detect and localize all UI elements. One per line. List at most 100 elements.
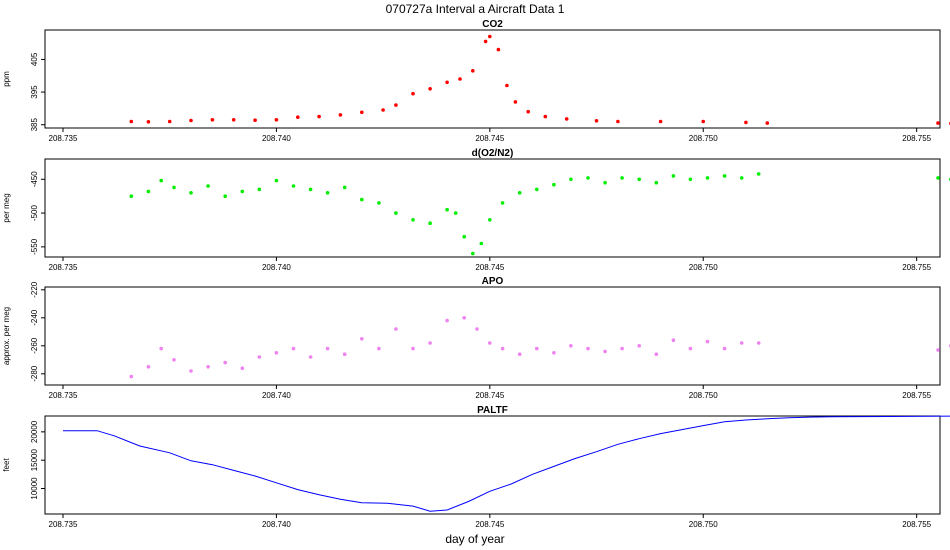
data-point-o2n2-22 [471, 251, 475, 256]
data-point-o2n2-40 [756, 172, 761, 176]
y-tick-label-o2n2-2: -550 [30, 238, 39, 255]
data-point-co2-8 [296, 115, 300, 119]
x-tick-label-apo-4: 208.755 [902, 391, 931, 400]
y-axis-label-paltf: feet [2, 458, 11, 472]
data-point-apo-31 [637, 344, 641, 348]
series-line-paltf [63, 415, 950, 512]
x-tick-label-o2n2-1: 208.740 [262, 263, 291, 272]
data-point-o2n2-21 [462, 234, 467, 239]
data-point-o2n2-24 [488, 218, 492, 222]
data-point-apo-24 [517, 352, 522, 357]
x-axis-label: day of year [445, 532, 504, 546]
x-tick-label-paltf-2: 208.745 [475, 520, 504, 529]
data-point-o2n2-30 [586, 176, 590, 180]
x-tick-label-apo-1: 208.740 [262, 391, 291, 400]
panel-title-co2: CO2 [482, 19, 503, 30]
data-point-co2-24 [526, 109, 530, 114]
data-point-o2n2-26 [517, 191, 522, 195]
data-point-o2n2-18 [428, 221, 432, 225]
x-tick-label-o2n2-0: 208.735 [49, 263, 78, 272]
data-point-co2-15 [428, 87, 432, 91]
data-point-co2-33 [936, 121, 940, 125]
data-point-apo-1 [146, 365, 151, 369]
data-point-o2n2-32 [620, 176, 624, 180]
y-tick-label-o2n2-1: -500 [30, 205, 39, 222]
data-point-co2-5 [231, 118, 236, 122]
data-point-o2n2-4 [189, 191, 193, 195]
data-point-apo-39 [936, 348, 940, 352]
data-point-o2n2-38 [722, 174, 727, 178]
data-point-co2-27 [594, 119, 599, 123]
data-point-apo-28 [586, 346, 590, 351]
data-point-o2n2-7 [240, 189, 245, 194]
data-point-apo-0 [129, 374, 134, 379]
data-point-co2-22 [505, 83, 509, 88]
data-point-apo-25 [535, 346, 539, 351]
data-point-o2n2-12 [325, 191, 330, 195]
data-point-o2n2-1 [146, 189, 151, 194]
data-point-o2n2-29 [569, 177, 573, 182]
y-axis-label-apo: approx. per meg [2, 307, 11, 365]
data-point-o2n2-27 [535, 187, 539, 192]
x-tick-label-o2n2-4: 208.755 [902, 263, 931, 272]
data-point-apo-37 [739, 341, 744, 345]
y-axis-label-o2n2: per meg [2, 193, 11, 222]
data-point-o2n2-23 [479, 241, 484, 246]
data-point-o2n2-39 [739, 176, 744, 180]
data-point-co2-10 [338, 113, 343, 117]
y-tick-label-paltf-1: 15000 [30, 449, 39, 472]
panel-apo: APO approx. per meg -220 -240 -260 -280 208.73… [2, 276, 950, 400]
y-axis-label-co2: ppm [2, 71, 11, 87]
data-point-apo-21 [475, 327, 479, 331]
x-tick-label-paltf-0: 208.735 [49, 520, 78, 529]
data-point-o2n2-31 [603, 180, 607, 185]
data-point-apo-3 [172, 358, 176, 362]
data-point-apo-12 [325, 346, 330, 351]
plot-frame-co2 [44, 29, 941, 129]
data-point-o2n2-6 [223, 194, 227, 198]
data-point-co2-9 [317, 114, 321, 119]
data-point-co2-11 [360, 110, 364, 115]
y-tick-label-apo-2: -260 [30, 337, 39, 354]
data-point-apo-18 [428, 341, 432, 345]
data-point-apo-29 [603, 349, 607, 354]
data-point-o2n2-14 [360, 197, 364, 202]
data-point-co2-32 [765, 121, 770, 125]
data-point-apo-6 [223, 360, 227, 365]
data-point-co2-16 [445, 80, 449, 85]
data-point-apo-30 [620, 346, 624, 351]
data-point-apo-32 [654, 352, 659, 357]
data-point-o2n2-0 [129, 194, 134, 198]
data-point-co2-23 [513, 100, 518, 104]
data-point-apo-9 [274, 351, 279, 355]
data-point-co2-4 [210, 118, 215, 122]
data-point-apo-23 [500, 346, 505, 351]
data-point-o2n2-25 [500, 201, 505, 205]
data-point-apo-36 [722, 346, 727, 351]
data-point-o2n2-16 [394, 211, 398, 215]
y-tick-label-apo-0: -220 [30, 281, 39, 298]
data-point-o2n2-13 [342, 185, 347, 190]
data-point-apo-10 [291, 346, 296, 351]
x-tick-label-apo-2: 208.745 [475, 391, 504, 400]
data-point-apo-19 [445, 318, 449, 323]
data-point-apo-35 [705, 339, 710, 344]
y-tick-label-co2-1: 395 [30, 85, 39, 99]
data-point-apo-26 [552, 351, 556, 355]
data-point-co2-17 [458, 77, 462, 81]
x-tick-label-co2-2: 208.745 [475, 134, 504, 143]
data-point-apo-15 [377, 346, 381, 351]
data-point-co2-1 [146, 120, 151, 124]
panel-paltf: PALTF feet 10000 15000 20000 208.735 208.740 20… [2, 405, 950, 529]
data-point-co2-2 [167, 119, 172, 124]
figure-title: 070727a Interval a Aircraft Data 1 [386, 2, 565, 16]
data-point-o2n2-36 [688, 177, 693, 182]
data-point-o2n2-3 [172, 185, 176, 190]
data-point-o2n2-9 [274, 178, 279, 183]
data-point-co2-0 [129, 119, 134, 124]
x-tick-label-paltf-3: 208.750 [689, 520, 718, 529]
panel-co2: CO2 ppm 385 395 405 208.735 208.740 208.745 208.… [2, 19, 950, 143]
data-point-o2n2-34 [654, 180, 659, 185]
data-point-co2-6 [253, 118, 257, 122]
data-point-apo-13 [342, 352, 347, 357]
